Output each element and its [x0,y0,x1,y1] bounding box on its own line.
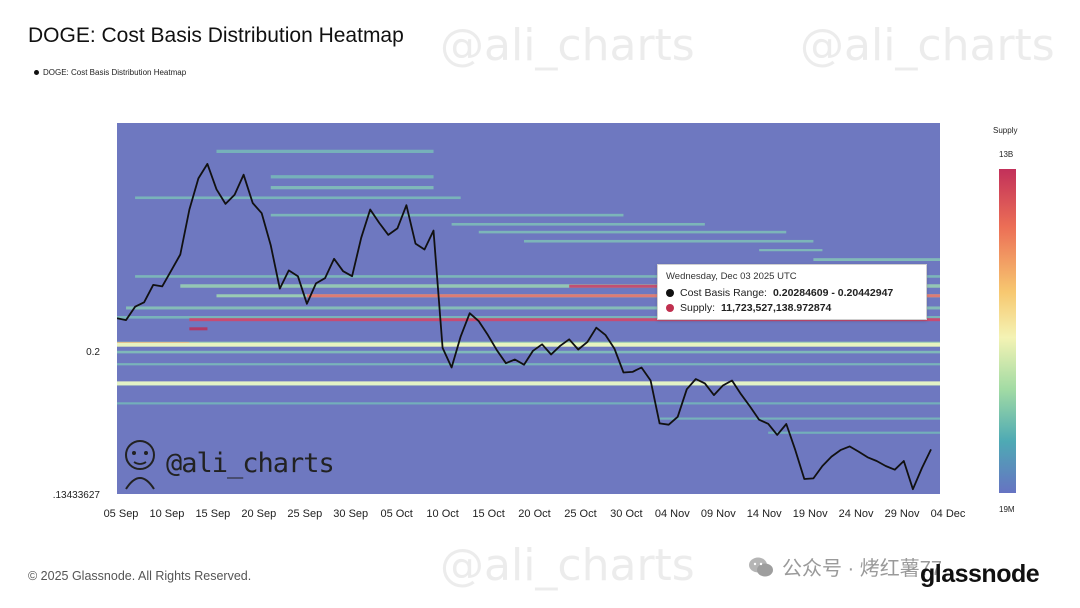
x-tick-label: 04 Dec [931,508,966,520]
heatmap-band [270,175,434,179]
tooltip-cost-basis-row: Cost Basis Range: 0.20284609 - 0.2044294… [666,287,918,299]
glassnode-logo: glassnode [920,560,1040,588]
legend-dot-icon [34,70,39,75]
handle-text: @ali_charts [166,447,335,479]
hover-tooltip: Wednesday, Dec 03 2025 UTC Cost Basis Ra… [657,264,927,320]
x-tick-label: 25 Sep [287,508,322,520]
heatmap-band [117,402,940,405]
heatmap-hot-band [569,284,723,288]
tooltip-date: Wednesday, Dec 03 2025 UTC [666,271,797,282]
heatmap-band [117,350,940,354]
cost-basis-dot-icon [666,289,674,297]
tooltip-cost-basis-label: Cost Basis Range: [680,287,767,299]
legend[interactable]: DOGE: Cost Basis Distribution Heatmap [34,68,186,77]
heatmap-hot-band [306,294,940,298]
tooltip-supply-label: Supply: [680,302,716,314]
x-tick-label: 30 Sep [333,508,368,520]
price-line [117,162,932,491]
heatmap-band [126,306,940,310]
x-tick-label: 09 Nov [701,508,736,520]
x-tick-label: 10 Sep [150,508,185,520]
heatmap-hot-band [189,327,208,331]
x-tick-label: 20 Sep [241,508,276,520]
heatmap-band [759,249,823,252]
colorbar [999,169,1016,493]
heatmap-band [180,284,940,288]
copyright-footer: © 2025 Glassnode. All Rights Reserved. [28,569,252,583]
x-tick-label: 14 Nov [747,508,782,520]
heatmap-band [117,363,940,366]
heatmap-highlight-band [117,381,940,386]
x-tick-label: 25 Oct [564,508,596,520]
handle-badge: @ali_charts [120,435,335,491]
x-tick-label: 10 Oct [426,508,458,520]
colorbar-max-label: 13B [999,150,1014,159]
heatmap-band [270,186,434,190]
heatmap-band [135,275,940,278]
tooltip-cost-basis-value: 0.20284609 - 0.20442947 [772,287,894,299]
heatmap-hot-band [189,318,940,322]
x-tick-label: 15 Sep [195,508,230,520]
heatmap-band [813,258,940,262]
x-tick-label: 04 Nov [655,508,690,520]
x-tick-label: 20 Oct [518,508,550,520]
x-tick-label: 24 Nov [839,508,874,520]
heatmap-band [117,315,940,319]
heatmap-band [135,196,461,200]
tooltip-supply-value: 11,723,527,138.972874 [721,302,832,314]
heatmap-band [768,431,940,434]
heatmap-band [478,230,787,234]
wechat-text: 公众号 · 烤红薯77 [782,558,943,580]
x-tick-label: 05 Sep [104,508,139,520]
heatmap-band [270,213,624,217]
x-tick-label: 30 Oct [610,508,642,520]
heatmap-band [659,417,940,420]
x-tick-label: 15 Oct [472,508,504,520]
wechat-watermark: 公众号 · 烤红薯77 [748,552,942,581]
legend-label: DOGE: Cost Basis Distribution Heatmap [43,68,187,77]
colorbar-min-label: 19M [999,505,1015,514]
x-tick-label: 05 Oct [380,508,412,520]
supply-dot-icon [666,304,674,312]
heatmap-highlight-band [117,342,940,347]
heatmap-band [523,239,814,243]
x-tick-label: 29 Nov [885,508,920,520]
x-tick-label: 19 Nov [793,508,828,520]
avatar-icon [125,440,155,490]
colorbar-title: Supply [993,126,1018,135]
chart-title: DOGE: Cost Basis Distribution Heatmap [28,24,404,47]
wechat-icon [749,557,773,576]
y-tick-label: .13433627 [53,490,101,501]
y-tick-label: 0.2 [86,347,100,358]
heatmap-band [216,149,434,153]
heatmap-band [451,222,705,226]
tooltip-supply-row: Supply: 11,723,527,138.972874 [666,302,918,314]
